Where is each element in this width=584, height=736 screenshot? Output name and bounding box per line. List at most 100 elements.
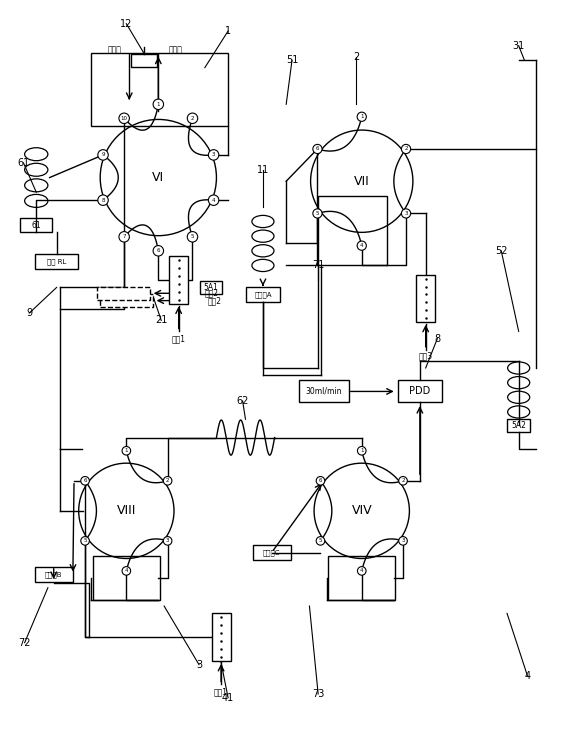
Text: 61: 61 [32,221,41,230]
Text: 5: 5 [316,211,319,216]
Text: 3: 3 [166,538,169,543]
Circle shape [399,537,407,545]
Text: 5A1: 5A1 [203,283,218,292]
Bar [35,567,72,582]
Text: 样品出: 样品出 [169,45,183,54]
Circle shape [98,149,108,160]
Text: 3: 3 [212,152,215,158]
Bar [299,381,349,403]
Circle shape [98,195,108,205]
Bar [245,288,280,302]
Text: 2: 2 [404,146,408,152]
Circle shape [81,476,89,485]
Text: 72: 72 [18,637,31,648]
Text: 4: 4 [360,243,363,248]
Text: 5A2: 5A2 [511,421,526,430]
Text: 2: 2 [353,52,359,62]
Circle shape [122,447,131,455]
Text: 51: 51 [286,55,298,66]
Bar [328,556,395,600]
Circle shape [164,537,172,545]
Bar [100,294,152,307]
Circle shape [187,113,198,124]
Text: PDD: PDD [409,386,430,397]
Text: 3: 3 [196,659,202,670]
Circle shape [153,99,164,110]
Text: 8: 8 [434,333,440,344]
Text: 4: 4 [212,198,215,202]
Text: 6: 6 [84,478,87,484]
Circle shape [81,537,89,545]
Bar [211,613,231,661]
Text: 9: 9 [26,308,32,318]
Text: 12: 12 [120,18,133,29]
Text: 载气3: 载气3 [419,352,433,361]
Text: 5: 5 [319,538,322,543]
Text: 6: 6 [316,146,319,152]
Text: 载气1: 载气1 [172,334,186,343]
Text: 11: 11 [257,165,269,175]
Circle shape [119,232,130,242]
Text: 样品进: 样品进 [108,45,121,54]
Text: 调节阀A: 调节阀A [254,291,272,298]
Text: 61: 61 [18,158,30,168]
Text: 2: 2 [191,116,194,121]
Text: 调节阀B: 调节阀B [45,571,62,578]
Bar [98,287,150,300]
Text: 计量 RL: 计量 RL [47,258,67,265]
Text: 载气1: 载气1 [214,687,228,696]
Text: VIII: VIII [117,504,136,517]
Text: 62: 62 [237,396,249,406]
Text: 4: 4 [124,568,128,573]
Text: 1: 1 [225,26,231,36]
Circle shape [208,149,219,160]
Text: 71: 71 [312,261,324,270]
Text: 1: 1 [360,448,363,453]
Text: 3: 3 [404,211,408,216]
Text: 41: 41 [222,693,234,703]
Text: 52: 52 [495,246,507,256]
Bar [131,54,157,67]
Circle shape [357,112,366,121]
Circle shape [357,567,366,576]
Text: 1: 1 [124,448,128,453]
Bar [398,381,442,403]
Circle shape [357,447,366,455]
Text: 调节阀C: 调节阀C [263,549,280,556]
Circle shape [401,209,411,218]
Bar [507,419,530,432]
Text: 6: 6 [157,248,160,253]
Circle shape [187,232,198,242]
Bar [169,256,188,304]
Circle shape [316,537,325,545]
Bar [92,53,228,127]
Circle shape [119,113,130,124]
Text: 7: 7 [123,234,126,239]
Text: 8: 8 [101,198,105,202]
Text: 载气2: 载气2 [205,289,219,298]
Text: 载气2: 载气2 [208,296,222,305]
Bar [416,275,435,322]
Bar [20,218,52,233]
Bar [93,556,160,600]
Text: VI: VI [152,171,164,184]
Circle shape [153,246,164,256]
Circle shape [316,476,325,485]
Bar [253,545,291,560]
Text: 1: 1 [157,102,160,107]
Circle shape [122,567,131,576]
Text: 31: 31 [513,40,525,51]
Text: 4: 4 [360,568,363,573]
Bar [318,196,387,266]
Text: 5: 5 [191,234,194,239]
Text: 3: 3 [401,538,405,543]
Text: 2: 2 [401,478,405,484]
Text: 73: 73 [312,689,324,699]
Text: 9: 9 [101,152,105,158]
Text: VII: VII [354,174,370,188]
Circle shape [164,476,172,485]
Circle shape [357,241,366,250]
Text: VIV: VIV [352,504,372,517]
Text: 5: 5 [84,538,87,543]
Text: 6: 6 [319,478,322,484]
